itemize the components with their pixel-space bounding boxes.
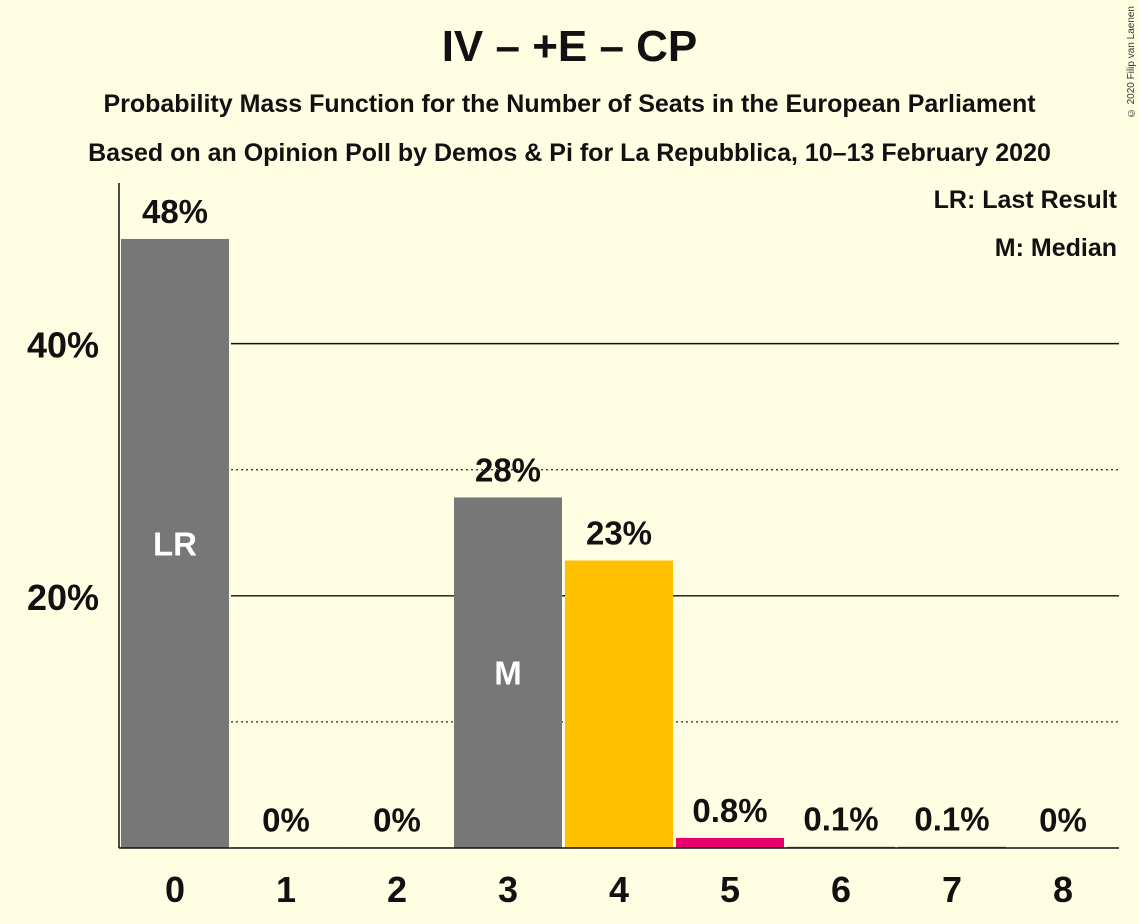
data-label: 0% bbox=[1039, 802, 1087, 839]
data-label: 0.8% bbox=[692, 792, 767, 829]
chart-title: IV – +E – CP bbox=[441, 22, 698, 71]
legend-last-result: LR: Last Result bbox=[933, 186, 1117, 214]
chart-subtitle-1: Probability Mass Function for the Number… bbox=[103, 90, 1036, 118]
x-tick-label: 0 bbox=[165, 869, 185, 910]
x-tick-label: 4 bbox=[609, 869, 629, 910]
bar-4 bbox=[565, 560, 673, 848]
bar-5 bbox=[676, 837, 784, 848]
bar-3 bbox=[454, 497, 562, 848]
legend-median: M: Median bbox=[994, 234, 1117, 262]
bar-0 bbox=[121, 238, 229, 848]
x-tick-label: 3 bbox=[498, 869, 518, 910]
data-label: 0% bbox=[262, 801, 310, 838]
x-tick-label: 8 bbox=[1053, 869, 1073, 910]
data-label: 0.1% bbox=[803, 801, 878, 838]
data-label: 48% bbox=[142, 193, 208, 230]
data-label: 0.1% bbox=[914, 801, 989, 838]
x-tick-label: 7 bbox=[942, 869, 962, 910]
x-tick-label: 6 bbox=[831, 869, 851, 910]
data-label: 28% bbox=[475, 451, 541, 488]
bar-marker-lr: LR bbox=[153, 525, 197, 562]
data-label: 0% bbox=[373, 801, 421, 838]
chart-subtitle-2: Based on an Opinion Poll by Demos & Pi f… bbox=[88, 139, 1051, 167]
x-tick-label: 1 bbox=[276, 869, 296, 910]
y-tick-label: 40% bbox=[27, 325, 99, 366]
data-label: 23% bbox=[586, 515, 652, 552]
x-tick-label: 5 bbox=[720, 869, 740, 910]
y-tick-label: 20% bbox=[27, 577, 99, 618]
x-tick-label: 2 bbox=[387, 869, 407, 910]
bar-marker-m: M bbox=[494, 655, 522, 692]
